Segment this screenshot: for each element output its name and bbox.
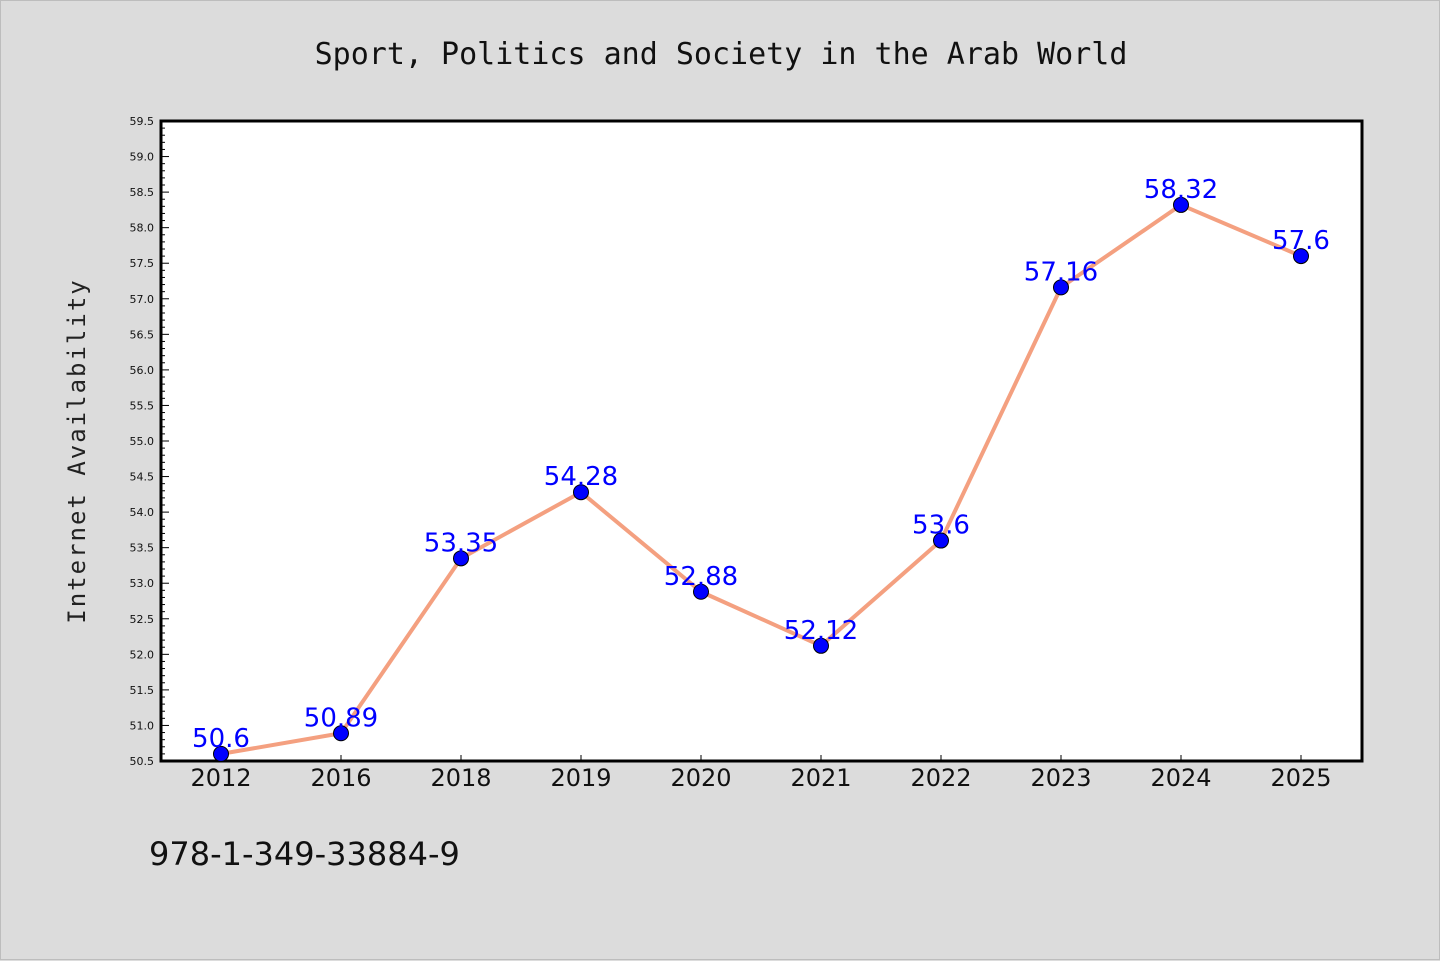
x-tick-label: 2023 [1030, 764, 1091, 792]
y-tick-label: 55.5 [130, 399, 155, 412]
data-point [1293, 248, 1309, 265]
y-tick-label: 58.0 [130, 222, 155, 235]
data-labels-group: 50.6 50.89 53.35 54.28 52.88 52.12 53.6 57.16 58… [192, 175, 1330, 754]
data-label: 53.35 [424, 528, 498, 558]
x-tick-label: 2020 [670, 764, 731, 792]
data-point [1173, 196, 1189, 213]
x-tick-label: 2019 [550, 764, 611, 792]
x-tick-label: 2012 [190, 764, 251, 792]
y-tick-label: 54.0 [130, 506, 155, 519]
y-tick-label: 55.0 [130, 435, 155, 448]
y-tick-label: 50.5 [130, 755, 155, 768]
series-line [219, 202, 1303, 756]
data-point [1053, 279, 1069, 296]
data-point [333, 725, 349, 742]
data-point [933, 532, 949, 549]
y-tick-label: 59.5 [130, 115, 155, 128]
series-line-group [219, 202, 1303, 756]
y-tick-label: 56.0 [130, 364, 155, 377]
x-tick-label: 2025 [1270, 764, 1331, 792]
y-tick-label: 53.0 [130, 577, 155, 590]
y-tick-label: 53.5 [130, 542, 155, 555]
y-axis-label: Internet Availability [63, 278, 91, 623]
data-label: 50.6 [192, 724, 250, 754]
y-tick-label: 56.5 [130, 328, 155, 341]
y-tick-label: 58.5 [130, 186, 155, 199]
plot-area [159, 119, 1364, 763]
data-label: 58.32 [1144, 175, 1218, 205]
isbn-text: 978-1-349-33884-9 [149, 835, 460, 873]
y-tick-label: 51.0 [130, 719, 155, 732]
data-label: 57.16 [1024, 257, 1098, 287]
x-tick-label: 2022 [910, 764, 971, 792]
y-axis-ticks: 50.5 51.0 51.5 52.0 52.5 53.0 53.5 54.0 54.5 55.0… [130, 115, 169, 768]
data-label: 52.12 [784, 616, 858, 646]
y-tick-label: 52.5 [130, 613, 155, 626]
data-point [573, 484, 589, 501]
x-tick-label: 2024 [1150, 764, 1211, 792]
series-points-group [213, 196, 1309, 762]
data-label: 50.89 [304, 703, 378, 733]
data-point [453, 550, 469, 567]
y-tick-label: 51.5 [130, 684, 155, 697]
x-tick-label: 2016 [310, 764, 371, 792]
data-label: 53.6 [912, 511, 970, 541]
data-point [813, 637, 829, 654]
data-label: 57.6 [1272, 226, 1330, 256]
y-tick-label: 54.5 [130, 471, 155, 484]
data-label: 52.88 [664, 562, 738, 592]
y-tick-label: 57.5 [130, 257, 155, 270]
y-tick-label: 57.0 [130, 293, 155, 306]
data-point [693, 583, 709, 600]
chart-title: Sport, Politics and Society in the Arab … [315, 37, 1128, 72]
x-tick-label: 2021 [790, 764, 851, 792]
data-point [213, 745, 229, 762]
data-label: 54.28 [544, 462, 618, 492]
y-tick-label: 59.0 [130, 151, 155, 164]
y-tick-label: 52.0 [130, 648, 155, 661]
x-axis-ticks: 2012 2016 2018 2019 2020 2021 2022 2023 2024 2025 [190, 755, 1332, 792]
x-tick-label: 2018 [430, 764, 491, 792]
